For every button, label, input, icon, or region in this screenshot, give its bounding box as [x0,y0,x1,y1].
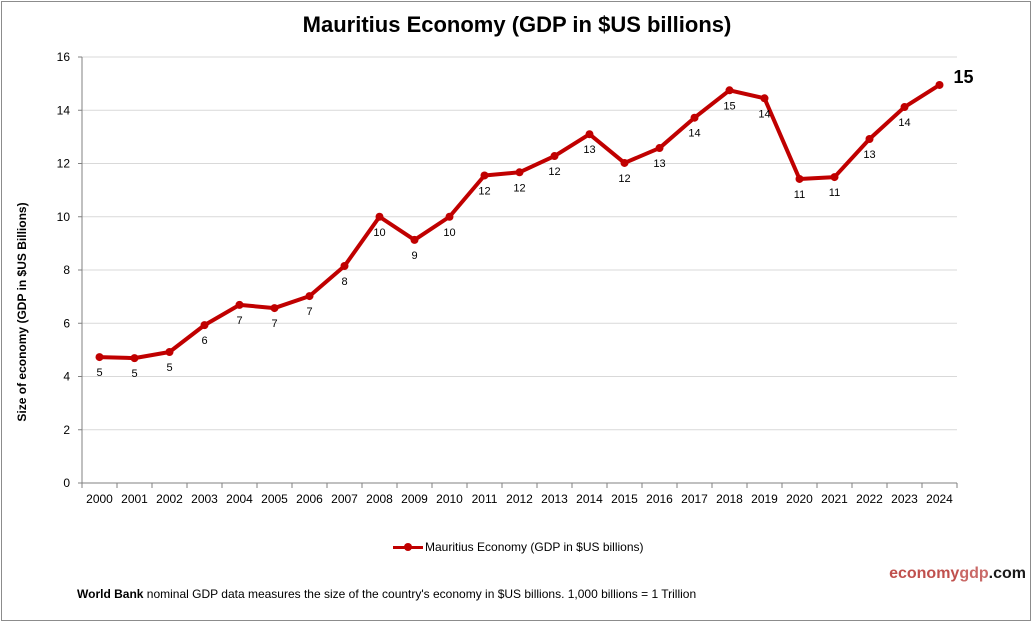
x-tick-label: 2018 [716,492,743,506]
chart-title: Mauritius Economy (GDP in $US billions) [302,12,732,37]
data-label: 5 [96,367,102,379]
data-point [620,158,629,167]
legend: Mauritius Economy (GDP in $US billions) [393,540,644,554]
x-tick-label: 2017 [681,492,708,506]
series-line [99,83,941,361]
data-point [235,300,244,309]
y-tick-label: 6 [63,316,70,330]
x-tick-label: 2022 [856,492,883,506]
x-tick-label: 2016 [646,492,673,506]
x-tick-label: 2004 [226,492,253,506]
data-point [165,348,174,357]
data-label: 15 [954,67,974,87]
y-tick-label: 10 [57,210,71,224]
data-label: 15 [723,100,735,112]
data-point [375,212,384,221]
data-point [445,212,454,221]
data-point [760,94,769,103]
data-label: 11 [829,187,840,199]
data-label: 6 [201,335,207,347]
footnote-source: World Bank [77,587,144,601]
brand-logo: economygdp.com [889,565,1026,582]
data-label: 12 [548,166,560,178]
data-label: 5 [166,362,172,374]
x-tick-label: 2024 [926,492,953,506]
footnote: World Bank nominal GDP data measures the… [77,587,696,601]
x-tick-label: 2012 [506,492,533,506]
x-tick-label: 2023 [891,492,918,506]
data-label: 13 [583,144,595,156]
footnote-text: nominal GDP data measures the size of th… [143,587,697,601]
legend-swatch [393,541,423,553]
data-label: 7 [306,306,312,318]
data-label: 9 [411,250,417,262]
data-label: 14 [758,108,770,120]
x-tick-label: 2011 [472,492,498,506]
y-tick-label: 2 [63,423,70,437]
x-tick-label: 2000 [86,492,113,506]
data-point [130,354,139,363]
x-tick-label: 2010 [436,492,463,506]
data-point [200,321,209,330]
x-tick-label: 2005 [261,492,288,506]
data-label: 12 [513,182,525,194]
y-tick-label: 4 [63,370,70,384]
x-tick-label: 2007 [331,492,358,506]
data-point [480,171,489,180]
y-tick-label: 12 [57,157,71,171]
data-label: 10 [373,227,385,239]
data-point [270,304,279,313]
data-point [725,86,734,95]
data-point [900,103,909,112]
data-point [830,173,839,182]
data-label: 14 [898,117,910,129]
legend-label: Mauritius Economy (GDP in $US billions) [425,540,644,554]
data-point [935,80,944,89]
y-tick-label: 16 [57,50,71,64]
data-point [655,144,664,153]
data-label: 13 [863,149,875,161]
data-label: 10 [443,227,455,239]
data-label: 12 [478,185,490,197]
data-point [515,168,524,177]
data-point [410,235,419,244]
data-label: 13 [653,158,665,170]
x-tick-label: 2008 [366,492,393,506]
data-label: 7 [236,315,242,327]
data-label: 14 [688,128,700,140]
x-tick-label: 2019 [751,492,778,506]
x-tick-label: 2013 [541,492,568,506]
data-point [690,113,699,122]
x-tick-label: 2001 [121,492,148,506]
x-tick-label: 2009 [401,492,428,506]
data-label: 8 [341,276,347,288]
data-point [550,152,559,161]
x-tick-label: 2020 [786,492,813,506]
y-tick-label: 8 [63,263,70,277]
x-tick-label: 2006 [296,492,323,506]
x-tick-label: 2014 [576,492,603,506]
y-tick-label: 14 [57,103,71,117]
data-label: 12 [618,173,630,185]
data-point [865,135,874,144]
data-label: 5 [131,368,137,380]
data-point [340,262,349,271]
data-label: 11 [794,189,805,201]
x-tick-label: 2003 [191,492,218,506]
data-point [795,174,804,183]
x-tick-label: 2021 [821,492,848,506]
data-label: 7 [271,318,277,330]
data-point [585,130,594,139]
data-point [305,292,314,301]
data-point [95,353,104,362]
y-tick-label: 0 [63,476,70,490]
x-tick-label: 2015 [611,492,638,506]
x-tick-label: 2002 [156,492,183,506]
